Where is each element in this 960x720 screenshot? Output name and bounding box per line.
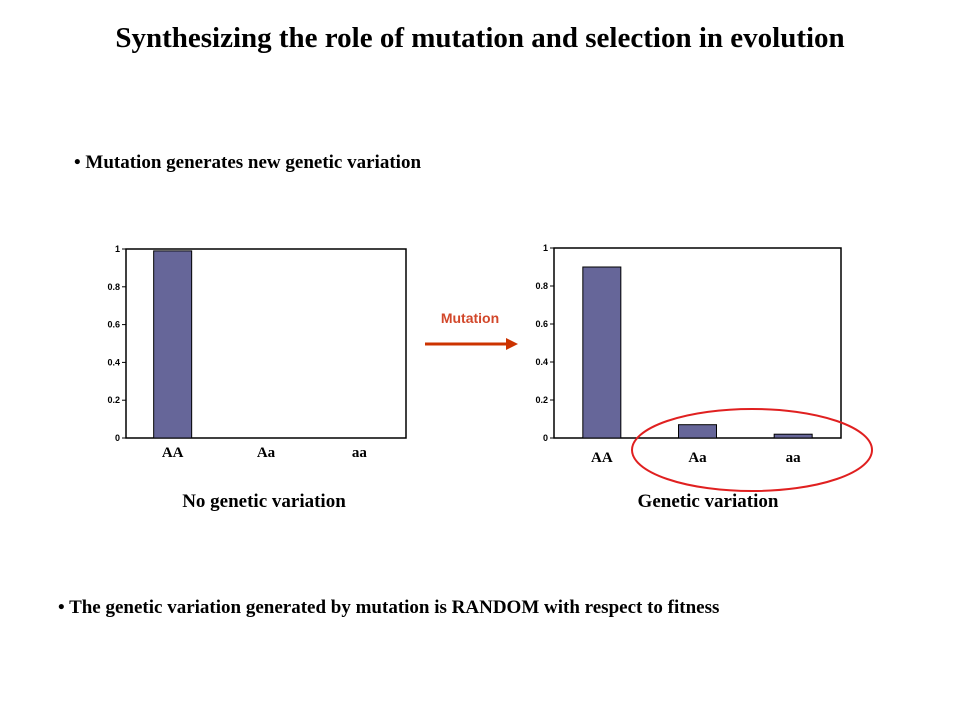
bullet-random-text: The genetic variation generated by mutat… <box>69 597 720 618</box>
y-tick-label: 0 <box>543 433 548 443</box>
bar-Aa <box>678 424 717 439</box>
bar-AA <box>153 250 193 439</box>
y-tick-label: 0.8 <box>535 281 548 291</box>
plot-frame <box>125 248 407 439</box>
y-tick-label: 0 <box>115 433 120 443</box>
caption-right: Genetic variation <box>637 491 779 512</box>
y-tick-label: 0.4 <box>107 357 120 367</box>
category-label: AA <box>162 445 184 461</box>
y-tick-label: 1 <box>115 244 120 254</box>
y-tick-label: 1 <box>543 243 548 253</box>
chart-left: 0 0.2 0.4 0.6 0.8 1 AA Aa aa <box>107 244 407 461</box>
arrow-label: Mutation <box>440 310 500 326</box>
category-label: aa <box>352 445 368 461</box>
mutation-arrow <box>425 338 518 350</box>
y-tick-label: 0.6 <box>535 319 548 329</box>
bullet-mutation-text: Mutation generates new genetic variation <box>85 152 422 173</box>
y-tick-label: 0.2 <box>535 395 548 405</box>
chart-right: 0 0.2 0.4 0.6 0.8 1 AA Aa aa <box>535 243 842 466</box>
y-tick-label: 0.2 <box>107 395 120 405</box>
caption-left: No genetic variation <box>182 491 346 512</box>
category-label: Aa <box>257 445 276 461</box>
category-label: AA <box>591 450 613 466</box>
category-label: aa <box>786 450 802 466</box>
y-tick-label: 0.6 <box>107 320 120 330</box>
bullet-mutation: • Mutation generates new genetic variati… <box>74 152 422 173</box>
category-label: Aa <box>688 450 707 466</box>
y-tick-label: 0.8 <box>107 282 120 292</box>
bullet-random: • The genetic variation generated by mut… <box>58 597 720 618</box>
variation-highlight-circle <box>631 408 873 492</box>
slide-title: Synthesizing the role of mutation and se… <box>115 22 845 54</box>
y-tick-label: 0.4 <box>535 357 548 367</box>
arrow-head <box>506 338 518 350</box>
bar-AA <box>582 266 622 439</box>
bar-aa <box>773 433 813 439</box>
